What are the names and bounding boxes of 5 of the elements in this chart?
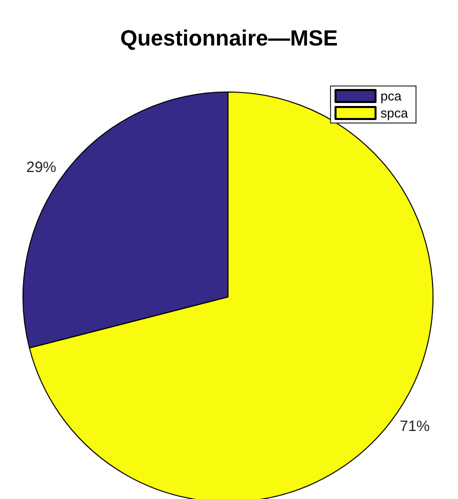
- data-label: 29%: [26, 159, 56, 176]
- legend-label: spca: [380, 106, 409, 120]
- legend-label: pca: [380, 88, 402, 104]
- data-label: 71%: [400, 418, 430, 435]
- chart-title: Questionnaire—MSE: [120, 26, 338, 50]
